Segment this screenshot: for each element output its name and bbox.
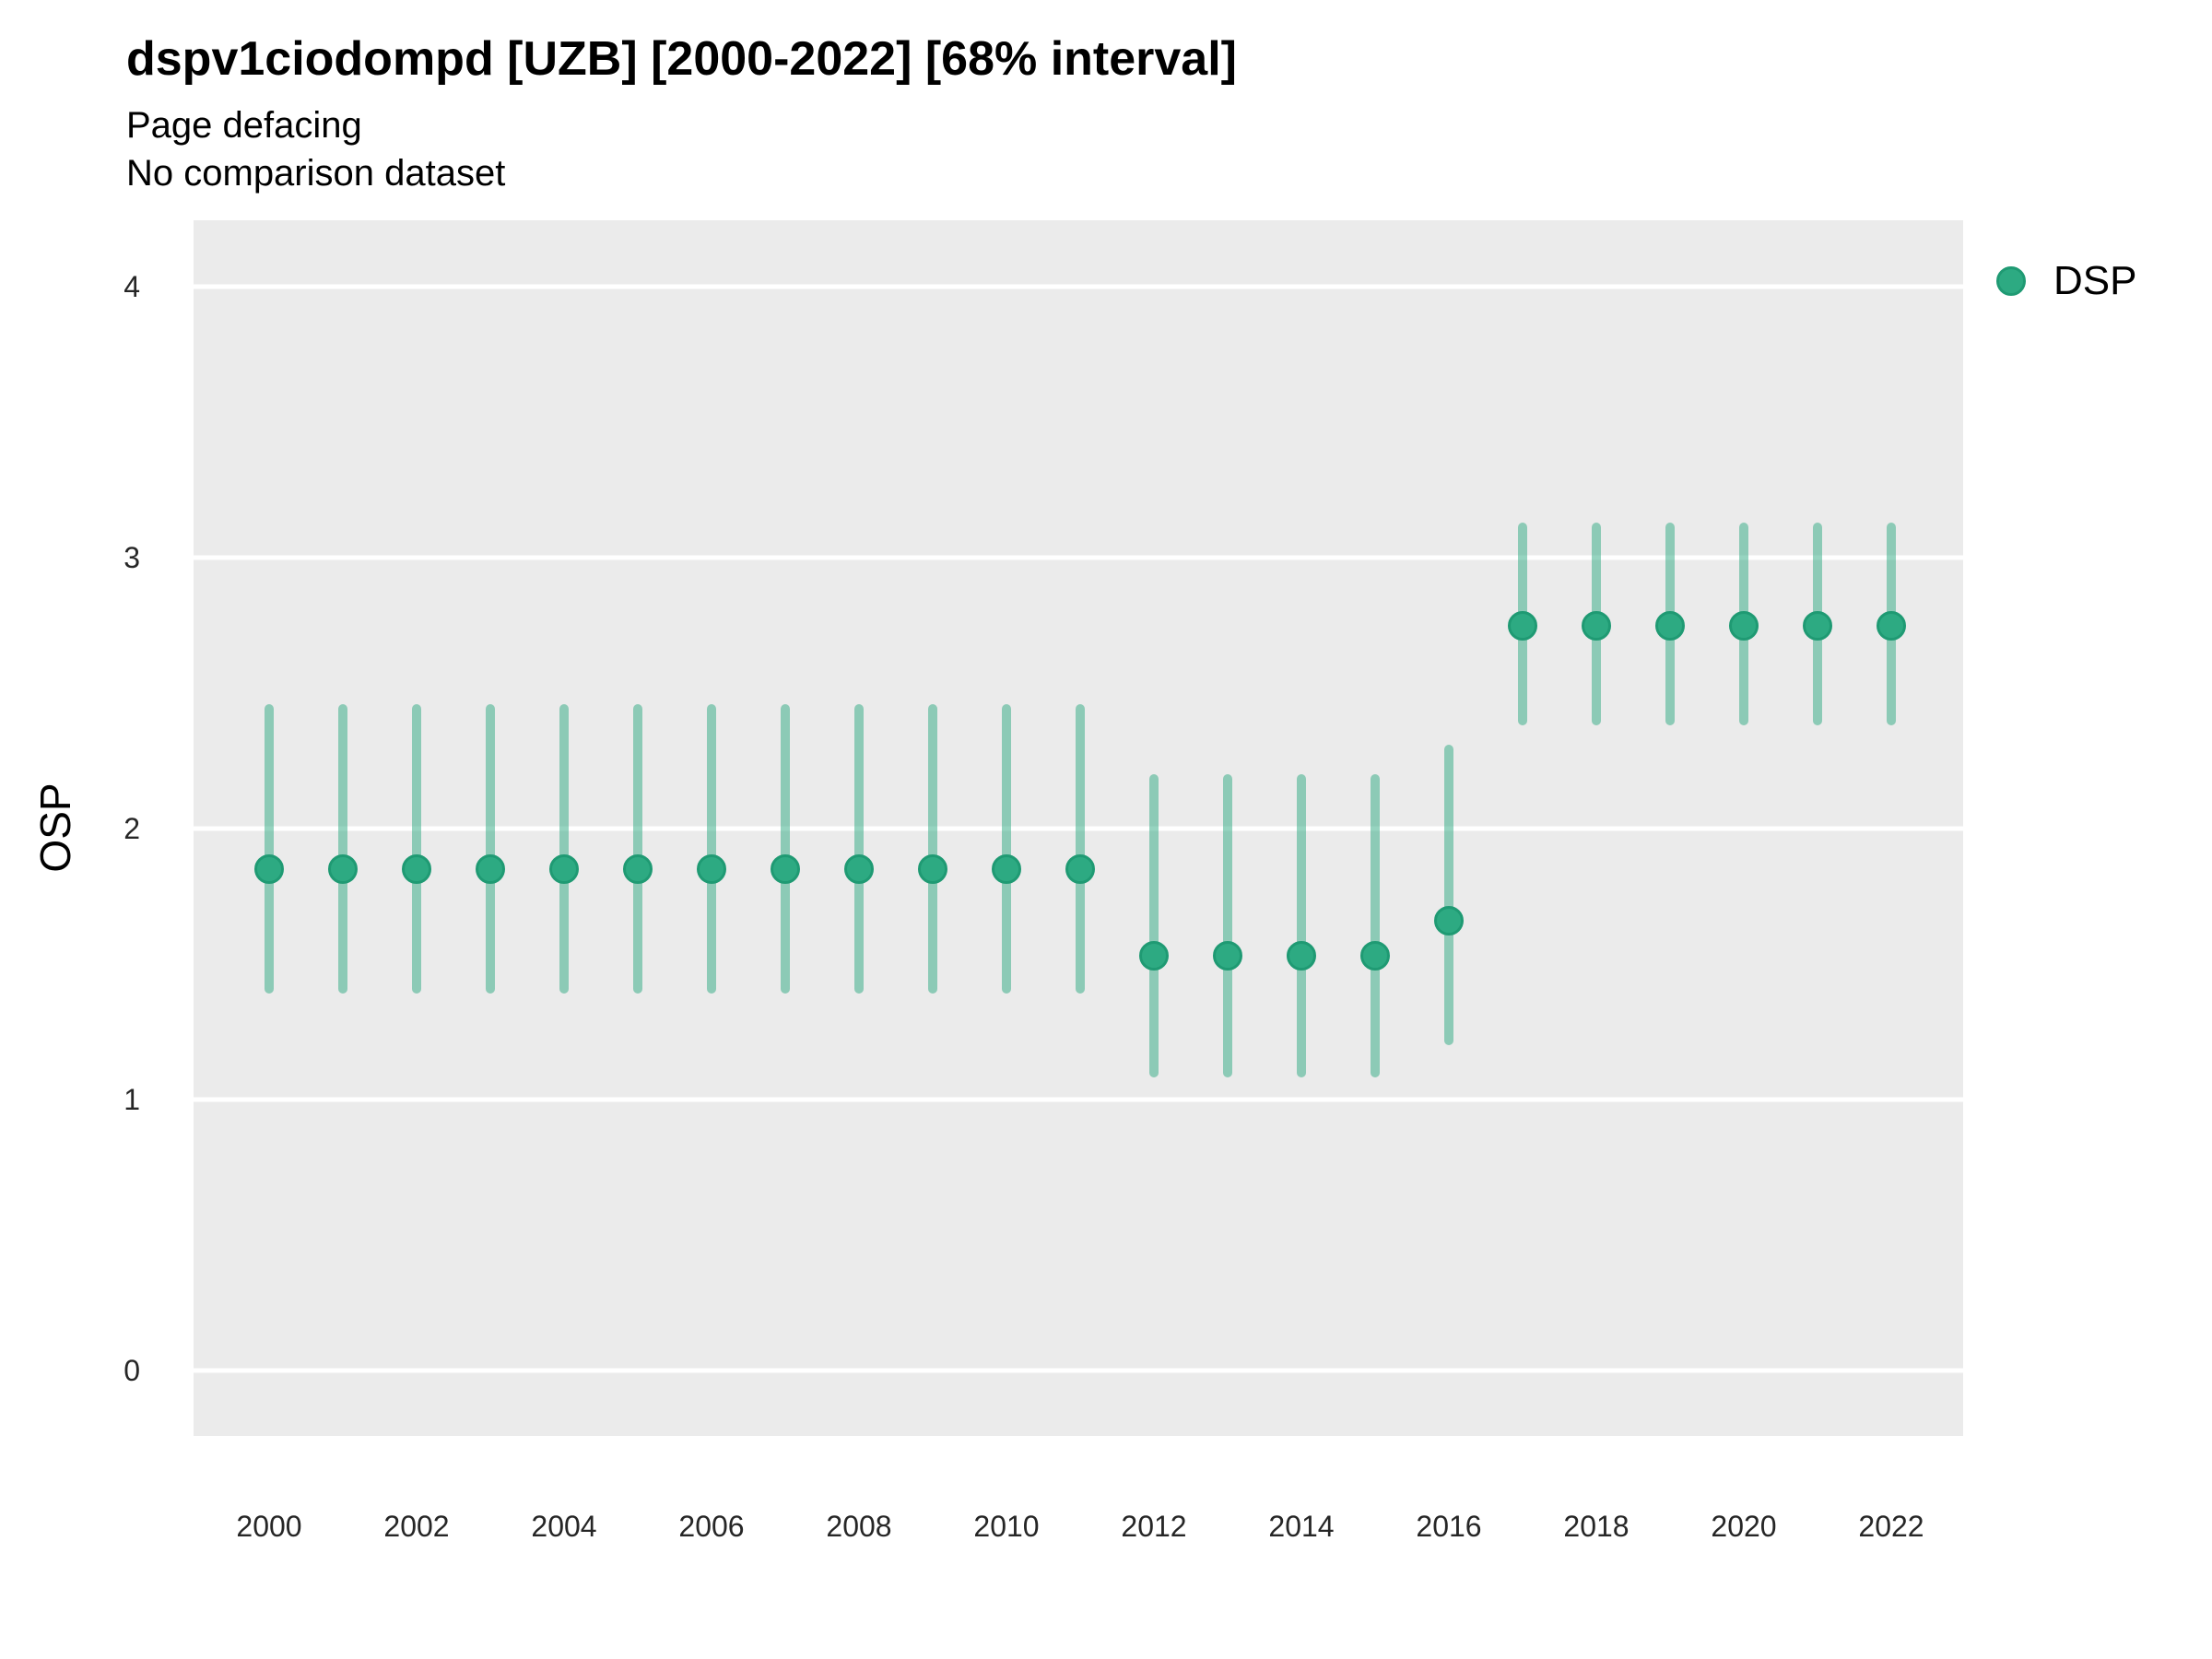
data-point: [1065, 854, 1095, 885]
data-point: [771, 854, 800, 885]
x-tick-label: 2022: [1858, 1510, 1924, 1543]
x-tick-label: 2020: [1711, 1510, 1777, 1543]
legend: DSP: [1996, 261, 2136, 301]
data-point: [697, 854, 726, 885]
gridline-y-4: [194, 284, 1963, 289]
legend-item-label: DSP: [2053, 258, 2137, 303]
data-point: [254, 854, 284, 885]
data-point: [549, 854, 579, 885]
data-point: [1655, 610, 1685, 641]
interval-bar: [633, 703, 642, 994]
data-point: [1287, 941, 1316, 971]
data-point: [918, 854, 947, 885]
interval-bar: [1076, 703, 1085, 994]
data-point: [328, 854, 358, 885]
data-point: [1139, 941, 1169, 971]
plot-panel: [194, 220, 1963, 1436]
x-tick-label: 2010: [973, 1510, 1040, 1543]
data-point: [1434, 905, 1464, 935]
interval-bar: [1297, 774, 1306, 1078]
data-point: [1508, 610, 1537, 641]
interval-bar: [1149, 774, 1159, 1078]
interval-bar: [486, 703, 495, 994]
data-point: [844, 854, 874, 885]
x-tick-label: 2004: [531, 1510, 597, 1543]
x-tick-label: 2016: [1416, 1510, 1482, 1543]
interval-bar: [559, 703, 569, 994]
data-point: [1729, 610, 1759, 641]
interval-bar: [265, 703, 274, 994]
x-tick-label: 2018: [1563, 1510, 1630, 1543]
chart-subtitle-line1: Page defacing: [126, 105, 362, 146]
y-tick-label: 4: [124, 270, 140, 303]
y-tick-label: 3: [124, 541, 140, 574]
interval-bar: [1002, 703, 1011, 994]
data-point: [992, 854, 1021, 885]
data-point: [1877, 610, 1906, 641]
y-tick-label: 1: [124, 1083, 140, 1116]
data-point: [402, 854, 431, 885]
x-tick-label: 2002: [383, 1510, 450, 1543]
x-tick-label: 2014: [1268, 1510, 1335, 1543]
interval-bar: [928, 703, 937, 994]
interval-bar: [707, 703, 716, 994]
gridline-y-0: [194, 1368, 1963, 1373]
x-tick-label: 2012: [1121, 1510, 1187, 1543]
interval-bar: [781, 703, 790, 994]
interval-bar: [1371, 774, 1380, 1078]
chart-subtitle-line2: No comparison dataset: [126, 153, 506, 194]
y-tick-label: 2: [124, 812, 140, 845]
y-tick-label: 0: [124, 1354, 140, 1387]
legend-point-icon: [1996, 266, 2026, 296]
data-point: [623, 854, 653, 885]
data-point: [1803, 610, 1832, 641]
x-tick-label: 2000: [236, 1510, 302, 1543]
interval-bar: [854, 703, 864, 994]
x-tick-label: 2008: [826, 1510, 892, 1543]
gridline-y-3: [194, 555, 1963, 560]
gridline-y-1: [194, 1097, 1963, 1102]
data-point: [1360, 941, 1390, 971]
interval-bar: [1444, 744, 1453, 1046]
interval-bar: [1223, 774, 1232, 1078]
data-point: [1582, 610, 1611, 641]
data-point: [476, 854, 505, 885]
interval-bar: [412, 703, 421, 994]
x-tick-label: 2006: [678, 1510, 745, 1543]
chart-title: dspv1ciodompd [UZB] [2000-2022] [68% int…: [126, 32, 1237, 86]
interval-bar: [338, 703, 347, 994]
data-point: [1213, 941, 1242, 971]
